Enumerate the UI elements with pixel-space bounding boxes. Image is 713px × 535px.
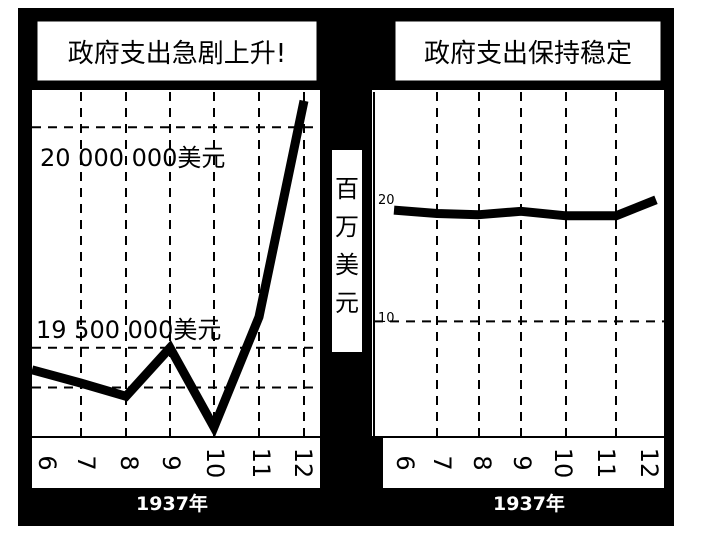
left-title-box [34,18,320,84]
right-y-tick-10: 10 [378,311,395,326]
right-plot-area [372,90,664,436]
unit-label-char-3: 美 [335,251,359,279]
left-chart-title: 政府支出急剧上升! [68,39,286,69]
right-title-box [392,18,664,84]
left-x-tick-6: 6 [33,455,61,470]
right-x-tick-6: 6 [391,455,419,470]
left-series-line [30,99,309,438]
left-x-tick-12: 12 [289,448,317,479]
right-x-tick-8: 8 [468,455,496,470]
right-xaxis-box [383,438,664,488]
left-x-caption: 1937年 [136,492,208,515]
unit-label-box [332,150,362,352]
left-x-tick-8: 8 [115,455,143,470]
right-y-tick-20: 20 [378,193,395,208]
left-x-tick-7: 7 [72,455,100,470]
right-chart-title: 政府支出保持稳定 [424,39,632,69]
right-gridlines [373,92,664,436]
right-x-caption: 1937年 [493,492,565,515]
right-x-tick-10: 10 [549,448,577,479]
left-x-tick-labels: 6 7 8 9 10 11 12 [33,448,317,479]
left-x-tick-11: 11 [247,448,275,479]
right-y-tick-labels: 30 20 10 [378,79,395,326]
right-x-tick-9: 9 [508,455,536,470]
left-label-19-5m: 19 500 000美元 [36,316,221,344]
left-x-tick-10: 10 [201,448,229,479]
right-series-line [393,195,658,221]
unit-label-char-1: 百 [335,175,359,203]
left-x-tick-9: 9 [157,455,185,470]
right-x-tick-7: 7 [428,455,456,470]
unit-label-char-2: 万 [335,213,359,241]
left-label-20m: 20 000 000美元 [40,144,225,172]
right-y-tick-30: 30 [378,79,395,94]
right-x-tick-11: 11 [592,448,620,479]
right-x-tick-12: 12 [635,448,663,479]
right-chart: 政府支出保持稳定 30 20 10 6 7 8 9 10 11 12 1937年 [372,18,664,515]
unit-label-char-4: 元 [335,289,359,317]
left-xaxis-box [32,438,320,488]
right-x-tick-labels: 6 7 8 9 10 11 12 [391,448,663,479]
